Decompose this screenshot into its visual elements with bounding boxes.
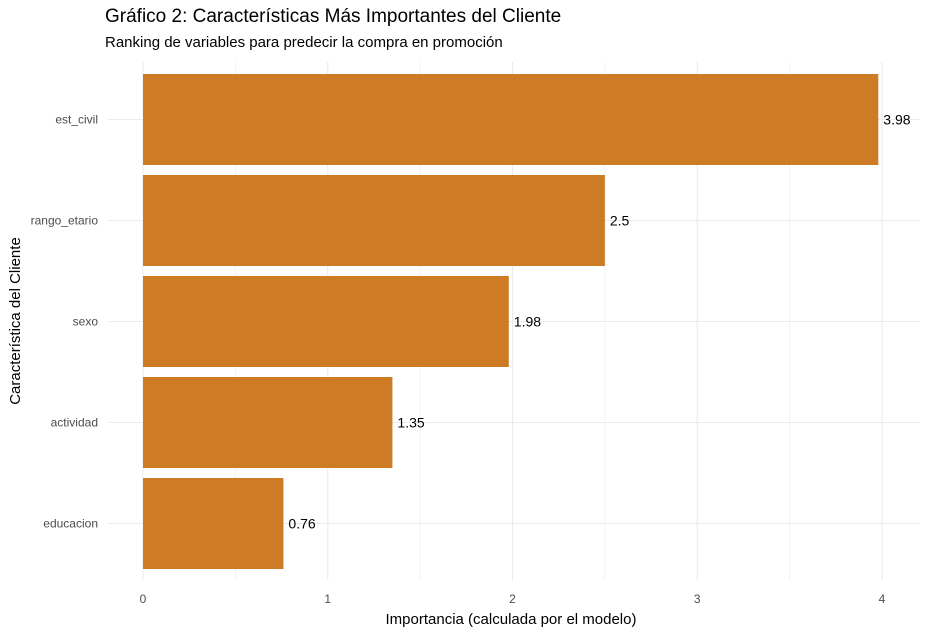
- bar-actividad: [143, 377, 393, 468]
- x-tick-labels: 0 1 2 3 4: [140, 592, 886, 606]
- bar-sexo: [143, 276, 509, 367]
- bar-rango_etario: [143, 175, 605, 266]
- x-tick-label: 3: [694, 592, 701, 606]
- x-tick-label: 0: [140, 592, 147, 606]
- y-axis-title: Característica del Cliente: [7, 237, 24, 405]
- data-label: 0.76: [288, 516, 315, 532]
- data-labels: 3.98 2.5 1.98 1.35 0.76: [288, 112, 910, 532]
- data-label: 1.35: [397, 415, 424, 431]
- data-label: 3.98: [883, 112, 910, 128]
- y-tick-label: rango_etario: [31, 214, 99, 228]
- x-tick-label: 1: [324, 592, 331, 606]
- data-label: 1.98: [514, 314, 541, 330]
- x-tick-label: 4: [879, 592, 886, 606]
- y-tick-label: educacion: [43, 517, 98, 531]
- y-tick-label: est_civil: [55, 113, 98, 127]
- x-tick-label: 2: [509, 592, 516, 606]
- chart-title: Gráfico 2: Características Más Important…: [105, 6, 562, 27]
- bars: [143, 74, 879, 569]
- y-tick-label: sexo: [73, 315, 99, 329]
- x-axis-title: Importancia (calculada por el modelo): [386, 611, 637, 628]
- bar-est_civil: [143, 74, 879, 165]
- data-label: 2.5: [610, 213, 630, 229]
- chart-subtitle: Ranking de variables para predecir la co…: [105, 34, 503, 51]
- y-tick-label: actividad: [51, 416, 98, 430]
- bar-educacion: [143, 478, 284, 569]
